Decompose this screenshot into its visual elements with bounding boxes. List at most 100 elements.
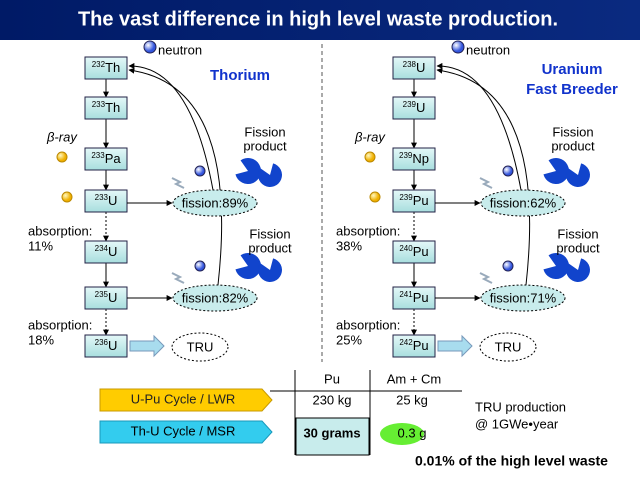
panels: 232Th233Th233Pa233U234U235U236UThoriumne… [28,40,618,362]
fission-ellipse [480,284,566,312]
element: Th [105,100,120,115]
tru-arrow [437,334,473,358]
mass-number: 234 [95,244,109,253]
neutron-ball [451,40,465,54]
mass-number: 242 [399,338,413,347]
beta-label: β-ray [354,129,386,144]
absorption-label: absorption: [28,317,92,332]
nuclide: 233Th [92,100,121,115]
table-cell: 230 kg [312,392,351,407]
fission-label: fission:71% [490,290,557,305]
fission-product-label: product [248,240,292,255]
mass-number: 239 [403,100,417,109]
neutron-return [436,62,522,191]
panel-title: Thorium [210,67,270,84]
table-cell: 25 kg [396,392,428,407]
fission-product-label: product [556,240,600,255]
absorption-label: absorption: [336,317,400,332]
neutron-ball [502,260,514,272]
element: U [108,193,117,208]
fission-product-label: Fission [552,124,593,139]
spark [171,177,185,189]
mass-number: 233 [95,193,109,202]
panel-title: Fast Breeder [526,81,618,98]
fission-fragment [235,158,261,184]
beta-ball [369,191,381,203]
nuclide-box [392,189,436,213]
beta-ball [364,151,376,163]
fission-ellipse [480,189,566,217]
beta-label: β-ray [46,129,78,144]
fission-product-label: Fission [249,226,290,241]
neutron-ball [502,165,514,177]
absorption-label: 25% [336,332,362,347]
nuclide: 234U [95,244,118,259]
absorption-label: absorption: [28,223,92,238]
beta-ball [56,151,68,163]
neutron-label: neutron [158,42,202,57]
nuclide-box [84,96,128,120]
element: U [108,244,117,259]
neutron-ball [143,40,157,54]
mass-number: 233 [92,100,106,109]
element: Np [412,151,429,166]
note: @ 1GWe•year [475,416,559,431]
mass-number: 239 [399,193,413,202]
nuclide-box [392,56,436,80]
nuclide-box [392,240,436,264]
spark [479,272,493,284]
mass-number: 236 [95,338,109,347]
element: Pu [413,244,429,259]
fission-fragment [543,252,569,279]
header-bar [0,0,640,40]
nuclide: 239Pu [399,193,428,208]
element: Th [105,60,120,75]
neutron-return [436,67,531,286]
fission-product-label: Fission [557,226,598,241]
column-header: Am + Cm [387,371,442,386]
nuclide-box [392,96,436,120]
tru-label: TRU [187,339,214,354]
element: U [416,100,425,115]
fission-product-label: Fission [244,124,285,139]
highlight-cell [295,417,370,456]
mass-number: 241 [399,290,413,299]
note: TRU production [475,399,566,414]
mass-number: 235 [95,290,109,299]
neutron-ball [194,165,206,177]
beta-ball [61,191,73,203]
mass-number: 233 [91,151,105,160]
nuclide: 235U [95,290,118,305]
nuclide: 238U [403,60,426,75]
absorption-label: 38% [336,238,362,253]
panel-title: Uranium [542,61,603,78]
row-banner [99,420,273,444]
nuclide-box [392,147,436,171]
fission-fragment [235,253,261,279]
mass-number: 238 [403,60,417,69]
fission-fragment [258,163,282,187]
nuclide: 241Pu [399,290,428,305]
nuclide: 232Th [92,60,121,75]
table-cell: 30 grams [303,425,360,440]
table-cell: 0.3 g [398,425,427,440]
absorption-label: 11% [28,238,53,253]
fission-product-label: product [243,138,287,153]
nuclide: 239U [403,100,426,115]
fission-fragment [543,157,570,184]
mass-number: 232 [92,60,106,69]
spark [479,177,493,189]
tru-ellipse [171,332,229,362]
nuclide: 236U [95,338,118,353]
fission-label: fission:82% [182,290,249,305]
fission-ellipse [172,189,258,217]
row-label: U-Pu Cycle / LWR [131,391,236,406]
absorption-label: 18% [28,332,54,347]
element: U [108,290,117,305]
element: U [416,60,425,75]
tru-arrow [129,334,165,358]
spark [171,272,185,284]
neutron-return [128,62,214,191]
element: Pu [413,193,429,208]
mass-number: 239 [399,151,413,160]
